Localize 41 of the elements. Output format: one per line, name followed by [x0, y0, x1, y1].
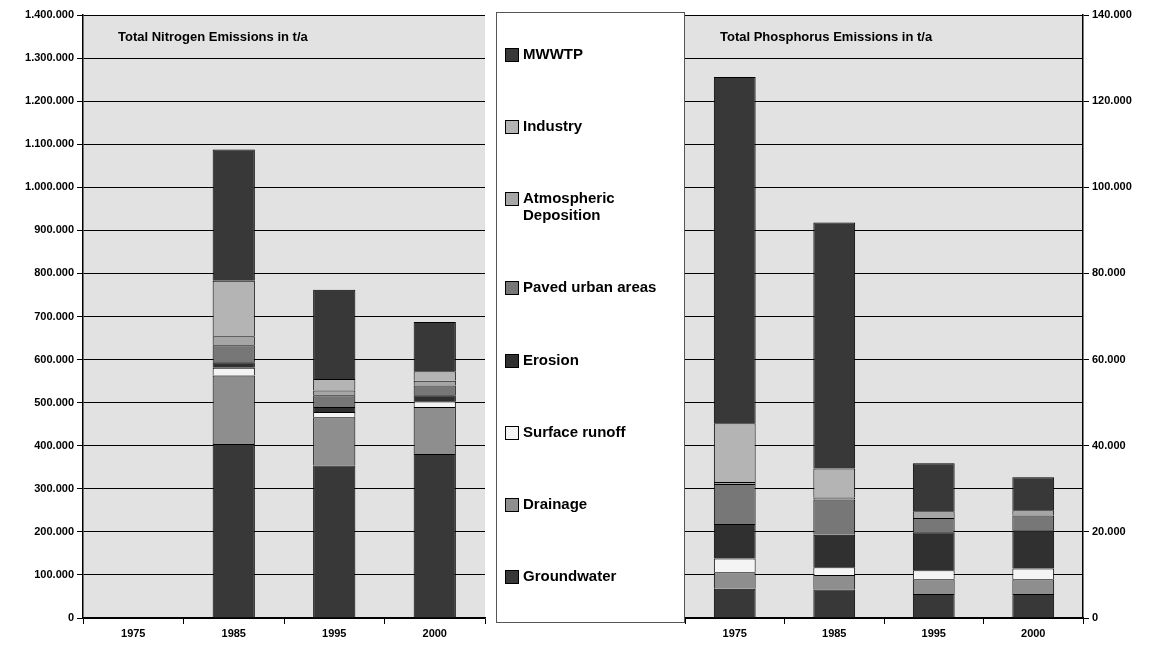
text: Total Phosphorus Emissions in t/a: [720, 28, 933, 44]
x-tick-label: 1985: [221, 626, 246, 639]
y-tick-label: 0: [67, 611, 74, 624]
legend-label: Groundwater: [523, 567, 617, 585]
x-tick-label: 1975: [722, 626, 747, 639]
y-tick-label: 400.000: [34, 438, 74, 451]
legend-label: MWWTP: [523, 44, 583, 62]
legend-label: Surface runoff: [523, 422, 626, 440]
y2-tick-label: 100.000: [1092, 180, 1132, 193]
y-tick-label: 600.000: [34, 352, 74, 365]
legend-label: Atmospheric Deposition: [523, 189, 616, 224]
text: Total Nitrogen Emissions in t/a: [118, 28, 309, 44]
x-tick-label: 2000: [422, 626, 447, 639]
y-tick-label: 500.000: [34, 395, 74, 408]
y-tick-label: 1.400.000: [25, 8, 74, 21]
y-tick-label: 100.000: [34, 567, 74, 580]
y2-tick-label: 120.000: [1092, 94, 1132, 107]
y2-tick-label: 20.000: [1092, 524, 1126, 537]
x-tick-label: 1995: [921, 626, 946, 639]
x-tick-label: 1995: [322, 626, 347, 639]
y-tick-label: 700.000: [34, 309, 74, 322]
y2-tick-label: 0: [1092, 611, 1099, 624]
y-tick-label: 1.300.000: [25, 51, 74, 64]
y2-tick-label: 40.000: [1092, 438, 1126, 451]
legend-label: Drainage: [523, 495, 588, 513]
y2-tick-label: 60.000: [1092, 352, 1126, 365]
legend-label: Erosion: [523, 350, 579, 368]
y-tick-label: 800.000: [34, 266, 74, 279]
x-tick-label: 1985: [822, 626, 847, 639]
y-tick-label: 1.000.000: [25, 180, 74, 193]
y-tick-label: 1.100.000: [25, 137, 74, 150]
y-tick-label: 300.000: [34, 481, 74, 494]
y-tick-label: 200.000: [34, 524, 74, 537]
y2-tick-label: 140.000: [1092, 8, 1132, 21]
y-tick-label: 1.200.000: [25, 94, 74, 107]
legend-label: Industry: [523, 116, 583, 134]
y2-tick-label: 80.000: [1092, 266, 1126, 279]
y-tick-label: 900.000: [34, 223, 74, 236]
legend-label: Paved urban areas: [523, 278, 657, 296]
x-tick-label: 2000: [1021, 626, 1046, 639]
x-tick-label: 1975: [121, 626, 146, 639]
